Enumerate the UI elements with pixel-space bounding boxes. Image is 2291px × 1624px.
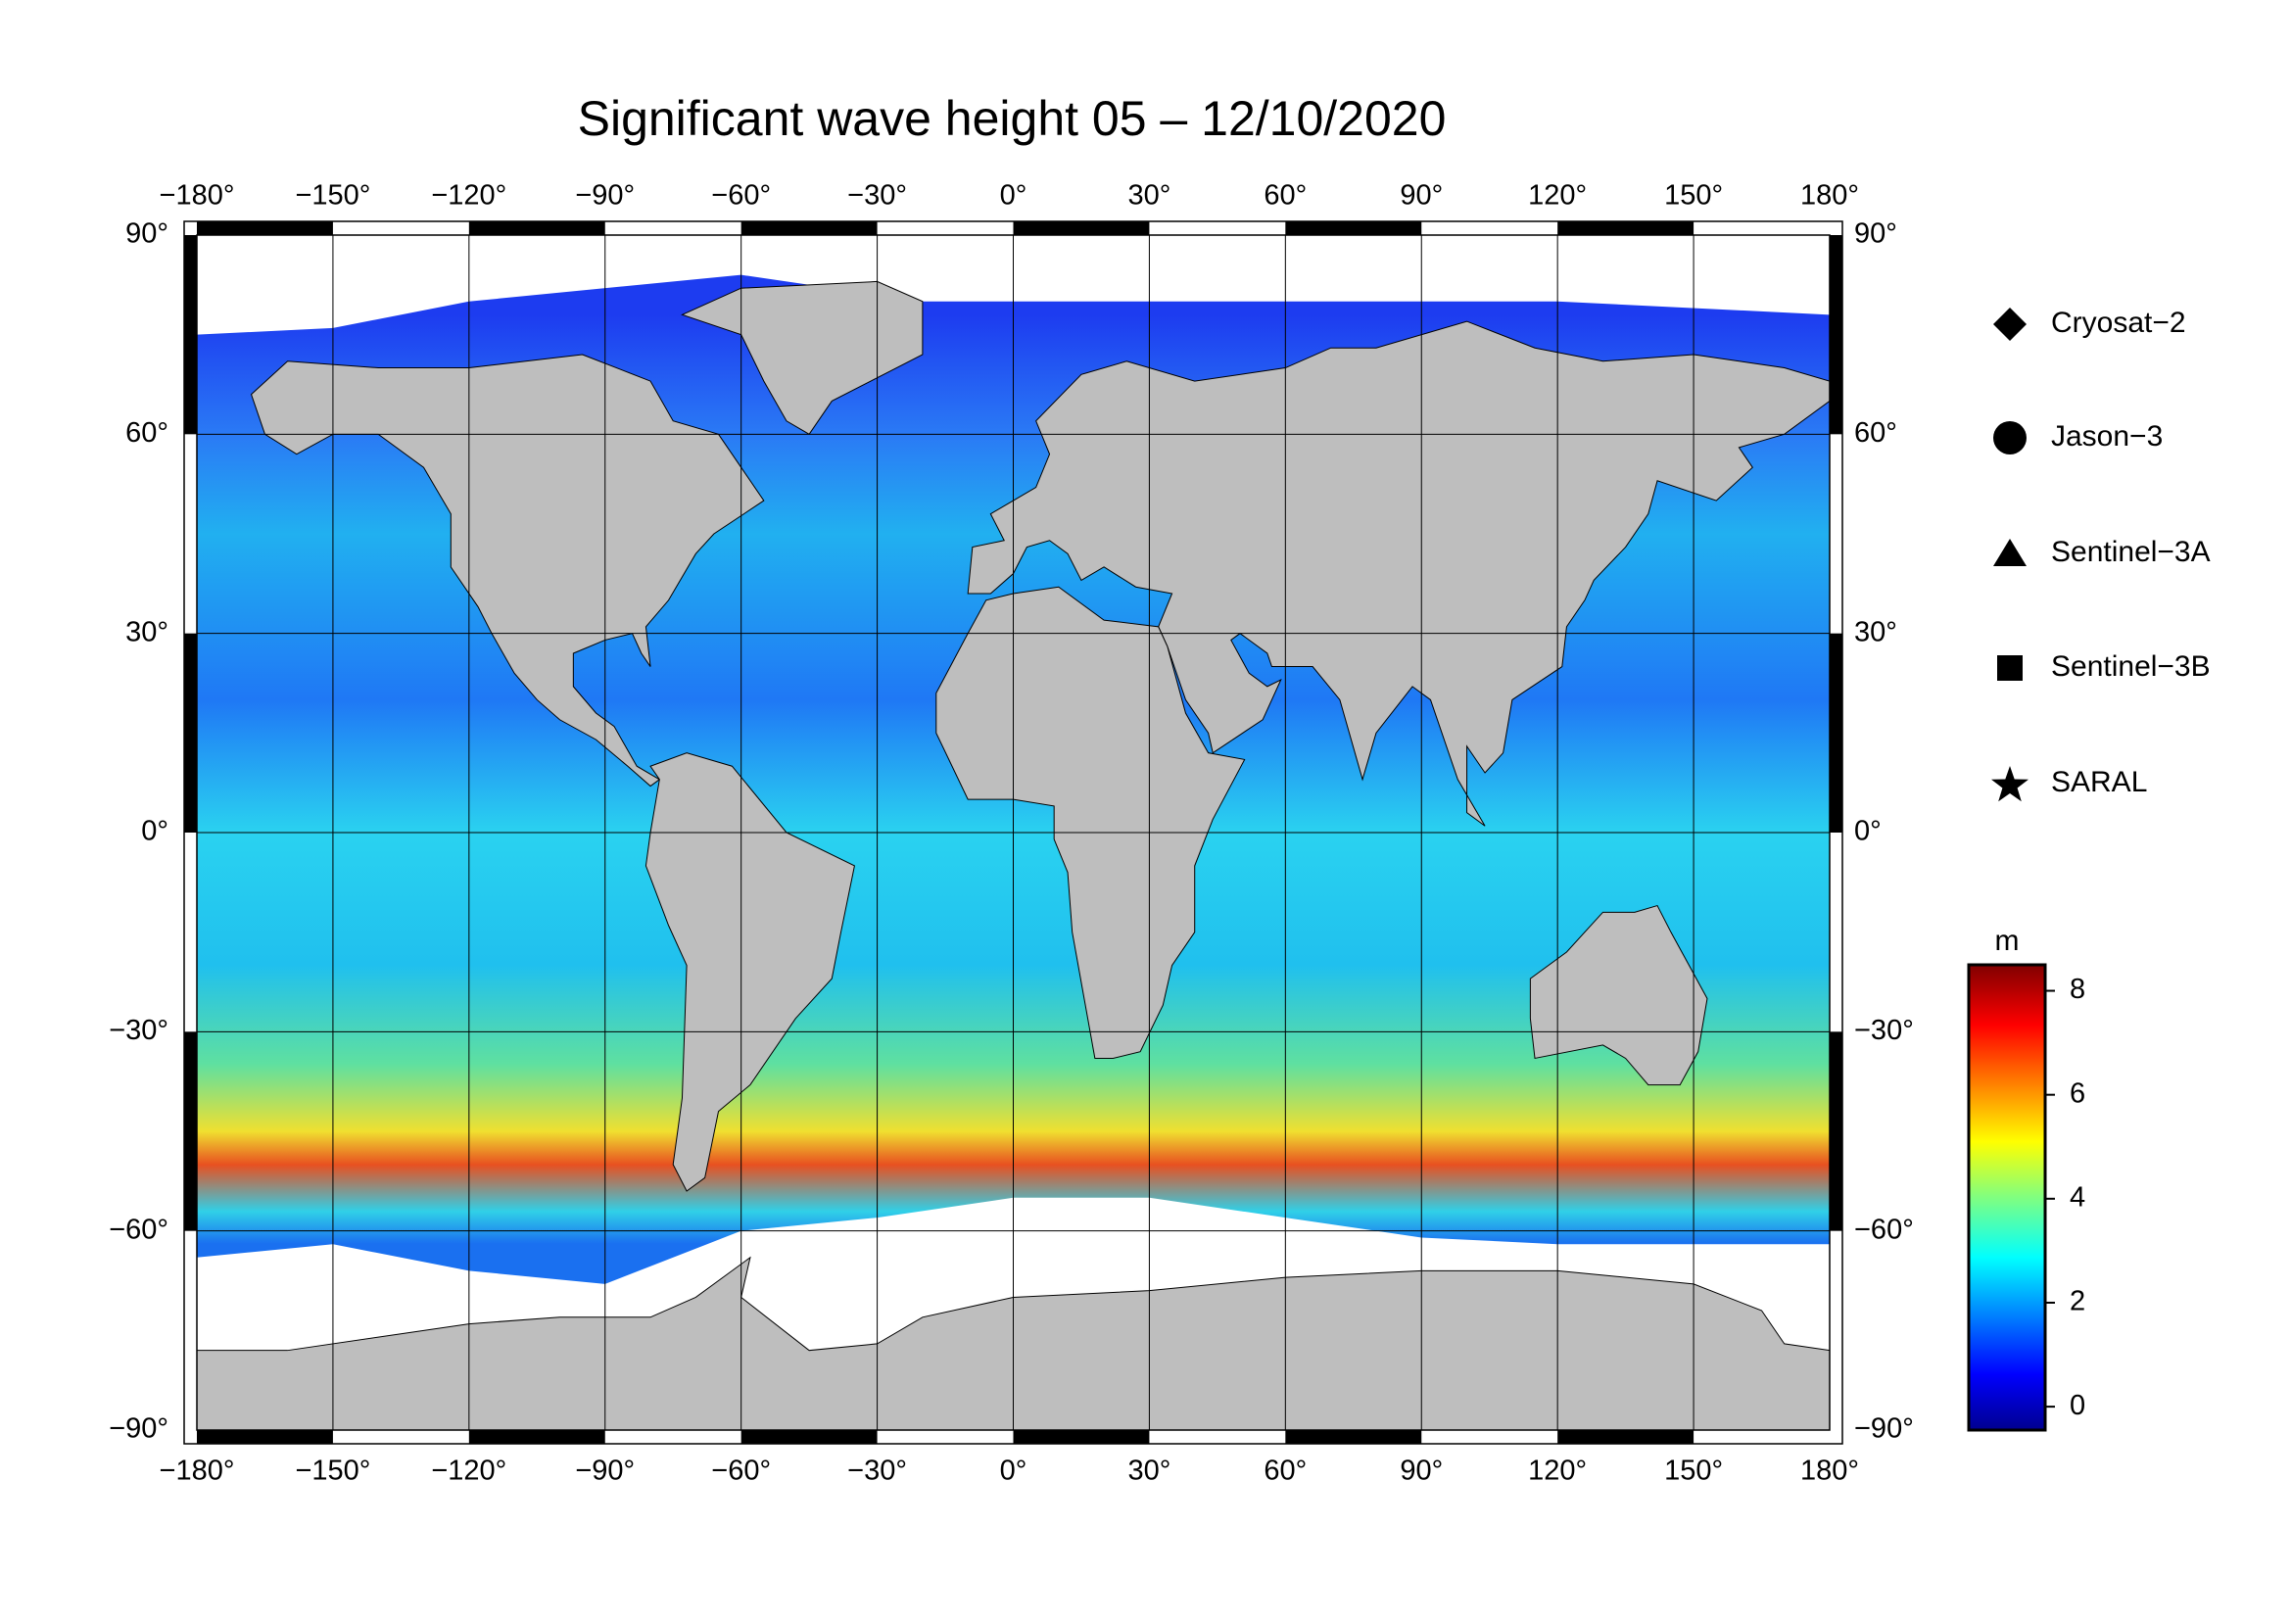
x-tick-label: 60° [1264, 180, 1307, 212]
y-tick-label: −60° [109, 1214, 168, 1245]
map-title: Significant wave height 05 – 12/10/2020 [578, 91, 1447, 146]
y-tick-label: 90° [125, 218, 168, 250]
north-america [252, 355, 764, 787]
y-tick-label: −30° [109, 1015, 168, 1046]
frame-bar [197, 1430, 333, 1444]
x-tick-label: 0° [1000, 1456, 1027, 1487]
legend-label: Sentinel−3A [2051, 536, 2211, 568]
x-tick-label: 180° [1800, 1456, 1859, 1487]
colorbar-tick-label: 8 [2070, 974, 2085, 1005]
y-tick-label: −90° [109, 1413, 168, 1445]
y-tick-label: 60° [1854, 417, 1897, 449]
legend-label: Cryosat−2 [2051, 307, 2186, 339]
y-tick-label: −30° [1854, 1015, 1914, 1046]
frame-bar [1013, 1430, 1150, 1444]
legend-symbol [1993, 308, 2027, 341]
x-tick-label: 30° [1127, 1456, 1170, 1487]
x-tick-label: 150° [1664, 180, 1723, 212]
colorbar-tick-label: 2 [2070, 1286, 2085, 1317]
x-tick-label: −90° [575, 1456, 635, 1487]
legend-symbol [1991, 766, 2028, 802]
x-tick-label: −180° [160, 180, 235, 212]
legend-label: Sentinel−3B [2051, 650, 2211, 683]
legend-symbol [1993, 421, 2027, 454]
x-tick-label: 120° [1528, 180, 1587, 212]
x-tick-label: −120° [431, 180, 506, 212]
legend-symbol [1997, 655, 2023, 681]
legend-symbol [1993, 539, 2027, 566]
x-tick-label: −180° [160, 1456, 235, 1487]
y-tick-label: −90° [1854, 1413, 1914, 1445]
frame-bar [1285, 1430, 1422, 1444]
frame-bar [1557, 221, 1694, 235]
frame-bar [468, 221, 605, 235]
colorbar-tick-label: 6 [2070, 1077, 2085, 1109]
x-tick-label: −30° [847, 1456, 907, 1487]
x-tick-label: 0° [1000, 180, 1027, 212]
y-tick-label: 0° [141, 816, 168, 847]
frame-bar [1285, 221, 1422, 235]
frame-bar [1013, 221, 1150, 235]
frame-bar [1830, 633, 1842, 833]
x-tick-label: −60° [711, 1456, 771, 1487]
x-tick-label: −60° [711, 180, 771, 212]
y-tick-label: 0° [1854, 816, 1882, 847]
frame-bar [740, 1430, 878, 1444]
y-tick-label: 30° [125, 616, 168, 647]
colorbar-unit: m [1995, 925, 2020, 957]
x-tick-label: −90° [575, 180, 635, 212]
frame-bar [1830, 1031, 1842, 1231]
legend-label: SARAL [2051, 766, 2147, 798]
south-america [645, 753, 854, 1191]
x-tick-label: 120° [1528, 1456, 1587, 1487]
x-tick-label: −30° [847, 180, 907, 212]
frame-bar [740, 221, 878, 235]
greenland [682, 281, 922, 434]
frame-bar [184, 633, 197, 833]
x-tick-label: 30° [1127, 180, 1170, 212]
y-tick-label: 90° [1854, 218, 1897, 250]
y-tick-label: −60° [1854, 1214, 1914, 1245]
legend-label: Jason−3 [2051, 420, 2163, 453]
x-tick-label: −150° [295, 1456, 370, 1487]
x-tick-label: 150° [1664, 1456, 1723, 1487]
colorbar [1967, 963, 2047, 1432]
frame-bar [184, 1031, 197, 1231]
y-tick-label: 60° [125, 417, 168, 449]
x-tick-label: 90° [1400, 1456, 1443, 1487]
x-tick-label: 180° [1800, 180, 1859, 212]
x-tick-label: 90° [1400, 180, 1443, 212]
frame-bar [1557, 1430, 1694, 1444]
colorbar-tick-label: 0 [2070, 1390, 2085, 1421]
frame-bar [1830, 235, 1842, 435]
x-tick-label: −120° [431, 1456, 506, 1487]
frame-bar [468, 1430, 605, 1444]
colorbar-tick-label: 4 [2070, 1181, 2085, 1213]
frame-bar [184, 235, 197, 435]
x-tick-label: −150° [295, 180, 370, 212]
y-tick-label: 30° [1854, 616, 1897, 647]
x-tick-label: 60° [1264, 1456, 1307, 1487]
frame-bar [197, 221, 333, 235]
